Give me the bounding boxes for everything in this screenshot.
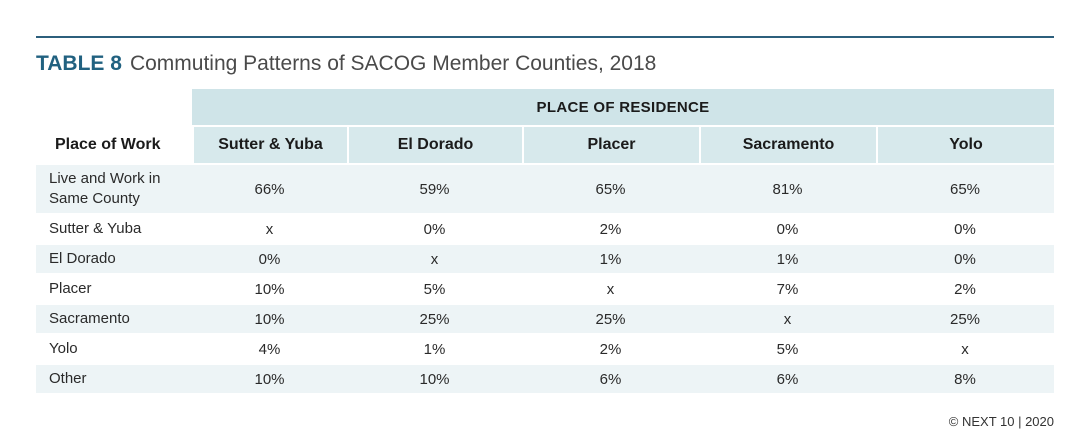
place-of-work-header: Place of Work	[36, 125, 192, 163]
row-label: Placer	[36, 273, 192, 303]
table-cell: x	[522, 273, 699, 303]
table-row: Other 10% 10% 6% 6% 8%	[36, 363, 1055, 393]
table-cell: 59%	[347, 163, 522, 213]
row-label: Yolo	[36, 333, 192, 363]
table-cell: 0%	[876, 213, 1055, 243]
table-cell: x	[192, 213, 347, 243]
table-cell: 25%	[522, 303, 699, 333]
row-label: Sutter & Yuba	[36, 213, 192, 243]
column-header: Yolo	[876, 125, 1055, 163]
place-of-residence-header: PLACE OF RESIDENCE	[192, 89, 1055, 125]
copyright-credit: © NEXT 10 | 2020	[948, 414, 1054, 429]
table-cell: 10%	[192, 303, 347, 333]
row-label: Sacramento	[36, 303, 192, 333]
table-cell: 6%	[699, 363, 876, 393]
table-cell: 4%	[192, 333, 347, 363]
table-cell: 10%	[347, 363, 522, 393]
table-cell: 65%	[876, 163, 1055, 213]
group-header-row: PLACE OF RESIDENCE	[36, 89, 1055, 125]
table-cell: x	[876, 333, 1055, 363]
table-cell: x	[699, 303, 876, 333]
row-label: El Dorado	[36, 243, 192, 273]
table-cell: 1%	[347, 333, 522, 363]
table-cell: 10%	[192, 273, 347, 303]
table-cell: 0%	[699, 213, 876, 243]
table-cell: 5%	[699, 333, 876, 363]
column-header: Placer	[522, 125, 699, 163]
table-cell: 10%	[192, 363, 347, 393]
column-header: Sacramento	[699, 125, 876, 163]
column-header-row: Place of Work Sutter & Yuba El Dorado Pl…	[36, 125, 1055, 163]
column-header: Sutter & Yuba	[192, 125, 347, 163]
corner-cell	[36, 89, 192, 125]
table-cell: 0%	[876, 243, 1055, 273]
table-row: Sacramento 10% 25% 25% x 25%	[36, 303, 1055, 333]
row-label: Other	[36, 363, 192, 393]
table-title: TABLE 8 Commuting Patterns of SACOG Membe…	[36, 50, 656, 78]
table-row: Sutter & Yuba x 0% 2% 0% 0%	[36, 213, 1055, 243]
table-cell: 2%	[522, 333, 699, 363]
table-cell: 1%	[699, 243, 876, 273]
table-cell: 1%	[522, 243, 699, 273]
column-header: El Dorado	[347, 125, 522, 163]
table-cell: 25%	[347, 303, 522, 333]
table-row: El Dorado 0% x 1% 1% 0%	[36, 243, 1055, 273]
table-cell: 0%	[192, 243, 347, 273]
table-cell: 66%	[192, 163, 347, 213]
commuting-table: PLACE OF RESIDENCE Place of Work Sutter …	[36, 89, 1055, 393]
table-row: Placer 10% 5% x 7% 2%	[36, 273, 1055, 303]
table-cell: 81%	[699, 163, 876, 213]
table-cell: 5%	[347, 273, 522, 303]
table-row: Live and Work in Same County 66% 59% 65%…	[36, 163, 1055, 213]
table-cell: 2%	[876, 273, 1055, 303]
table-cell: 2%	[522, 213, 699, 243]
table-cell: 0%	[347, 213, 522, 243]
table-cell: 8%	[876, 363, 1055, 393]
table-cell: x	[347, 243, 522, 273]
table-cell: 65%	[522, 163, 699, 213]
table-cell: 7%	[699, 273, 876, 303]
table-cell: 6%	[522, 363, 699, 393]
table-caption: Commuting Patterns of SACOG Member Count…	[129, 52, 657, 75]
table-cell: 25%	[876, 303, 1055, 333]
table-row: Yolo 4% 1% 2% 5% x	[36, 333, 1055, 363]
top-rule	[36, 36, 1054, 38]
row-label: Live and Work in Same County	[36, 163, 192, 213]
table-number: TABLE 8	[36, 52, 122, 75]
